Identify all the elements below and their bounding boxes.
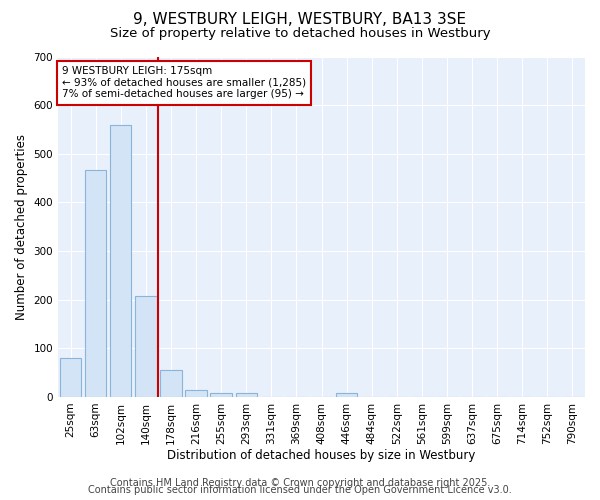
Bar	[85, 170, 106, 397]
Bar	[160, 370, 182, 397]
Bar	[135, 296, 157, 397]
Bar	[60, 358, 81, 397]
Bar	[336, 393, 357, 397]
Text: Size of property relative to detached houses in Westbury: Size of property relative to detached ho…	[110, 28, 490, 40]
Text: 9, WESTBURY LEIGH, WESTBURY, BA13 3SE: 9, WESTBURY LEIGH, WESTBURY, BA13 3SE	[133, 12, 467, 28]
Bar	[110, 124, 131, 397]
Text: Contains public sector information licensed under the Open Government Licence v3: Contains public sector information licen…	[88, 485, 512, 495]
Y-axis label: Number of detached properties: Number of detached properties	[15, 134, 28, 320]
Text: Contains HM Land Registry data © Crown copyright and database right 2025.: Contains HM Land Registry data © Crown c…	[110, 478, 490, 488]
Text: 9 WESTBURY LEIGH: 175sqm
← 93% of detached houses are smaller (1,285)
7% of semi: 9 WESTBURY LEIGH: 175sqm ← 93% of detach…	[62, 66, 306, 100]
Bar	[185, 390, 207, 397]
Bar	[236, 393, 257, 397]
X-axis label: Distribution of detached houses by size in Westbury: Distribution of detached houses by size …	[167, 450, 476, 462]
Bar	[211, 393, 232, 397]
